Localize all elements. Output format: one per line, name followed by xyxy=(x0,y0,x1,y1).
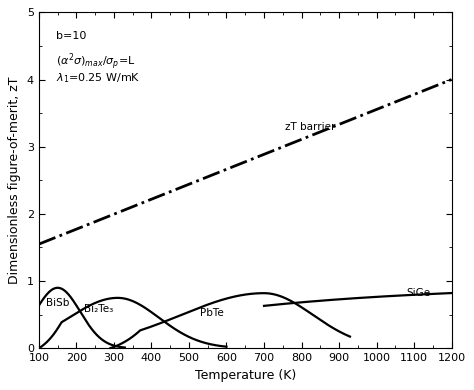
Text: PbTe: PbTe xyxy=(200,308,224,318)
Text: SiGe: SiGe xyxy=(407,288,431,298)
Y-axis label: Dimensionless figure-of-merit, zT: Dimensionless figure-of-merit, zT xyxy=(9,76,21,284)
Text: b=10: b=10 xyxy=(56,31,86,41)
Text: Bi₂Te₃: Bi₂Te₃ xyxy=(84,304,113,314)
Text: $(\alpha^2\sigma)_{max}/\sigma_p$=L: $(\alpha^2\sigma)_{max}/\sigma_p$=L xyxy=(56,51,136,72)
Text: BiSb: BiSb xyxy=(46,298,69,308)
Text: zT barrier: zT barrier xyxy=(284,122,335,131)
Text: $\lambda_1$=0.25 W/mK: $\lambda_1$=0.25 W/mK xyxy=(56,71,140,85)
X-axis label: Temperature (K): Temperature (K) xyxy=(195,369,296,382)
